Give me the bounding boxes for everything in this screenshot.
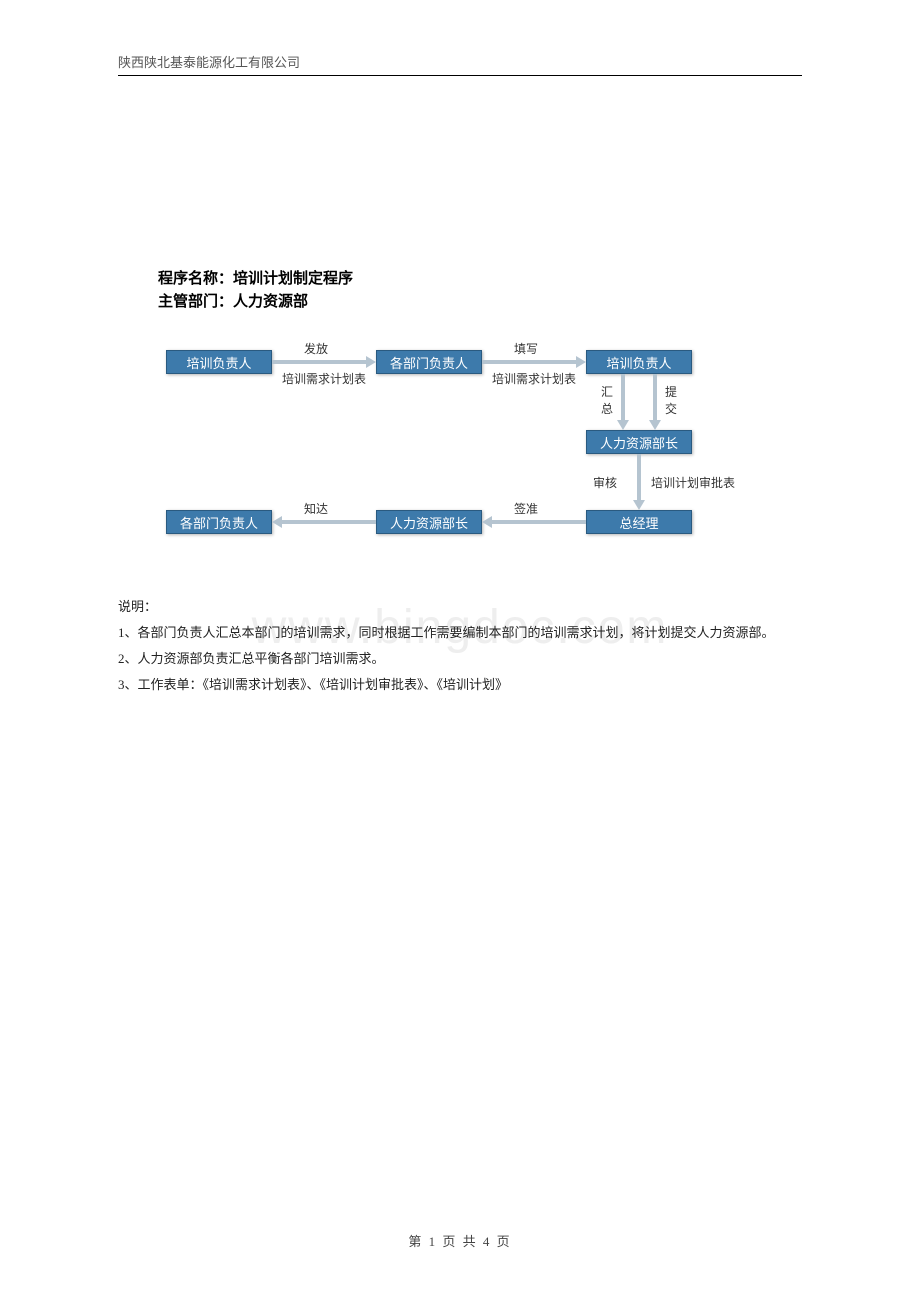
company-name: 陕西陕北基泰能源化工有限公司 [118,55,300,70]
edge-label: 培训需求计划表 [492,370,576,387]
flow-node: 人力资源部长 [376,510,482,534]
arrow-head-icon [482,516,492,528]
flow-arrow [653,374,657,422]
flow-node: 总经理 [586,510,692,534]
program-name-label: 程序名称： [158,271,233,287]
flow-arrow [272,360,368,364]
flow-arrow [621,374,625,422]
flow-node: 培训负责人 [166,350,272,374]
title-line2: 主管部门：人力资源部 [158,291,353,314]
flow-node: 人力资源部长 [586,430,692,454]
edge-label: 审核 [593,474,617,491]
arrow-head-icon [633,500,645,510]
page-footer: 第 1 页 共 4 页 [0,1231,920,1250]
notes-item: 3、工作表单：《培训需求计划表》、《培训计划审批表》、《培训计划》 [118,672,880,698]
edge-label: 培训需求计划表 [282,370,366,387]
notes-section: 说明： 1、各部门负责人汇总本部门的培训需求，同时根据工作需要编制本部门的培训需… [118,594,880,698]
title-line1: 程序名称：培训计划制定程序 [158,268,353,291]
edge-label: 签准 [514,500,538,517]
notes-heading: 说明： [118,594,880,620]
page-header: 陕西陕北基泰能源化工有限公司 [118,52,802,76]
notes-item: 2、人力资源部负责汇总平衡各部门培训需求。 [118,646,880,672]
edge-label: 填写 [514,340,538,357]
flowchart-container: 培训负责人各部门负责人培训负责人人力资源部长总经理人力资源部长各部门负责人发放培… [158,330,798,540]
arrow-head-icon [576,356,586,368]
edge-label: 提交 [665,384,677,418]
title-block: 程序名称：培训计划制定程序 主管部门：人力资源部 [158,268,353,313]
flow-arrow [637,454,641,502]
flow-node: 各部门负责人 [166,510,272,534]
flow-arrow [280,520,376,524]
notes-item: 1、各部门负责人汇总本部门的培训需求，同时根据工作需要编制本部门的培训需求计划，… [118,620,880,646]
arrow-head-icon [617,420,629,430]
department-value: 人力资源部 [233,294,308,310]
flow-arrow [490,520,586,524]
program-name-value: 培训计划制定程序 [233,271,353,287]
department-label: 主管部门： [158,294,233,310]
flow-node: 培训负责人 [586,350,692,374]
edge-label: 发放 [304,340,328,357]
flow-arrow [482,360,578,364]
edge-label: 培训计划审批表 [651,474,735,491]
page-number: 第 1 页 共 4 页 [408,1234,511,1249]
flow-node: 各部门负责人 [376,350,482,374]
edge-label: 汇总 [601,384,613,418]
arrow-head-icon [272,516,282,528]
arrow-head-icon [366,356,376,368]
arrow-head-icon [649,420,661,430]
edge-label: 知达 [304,500,328,517]
